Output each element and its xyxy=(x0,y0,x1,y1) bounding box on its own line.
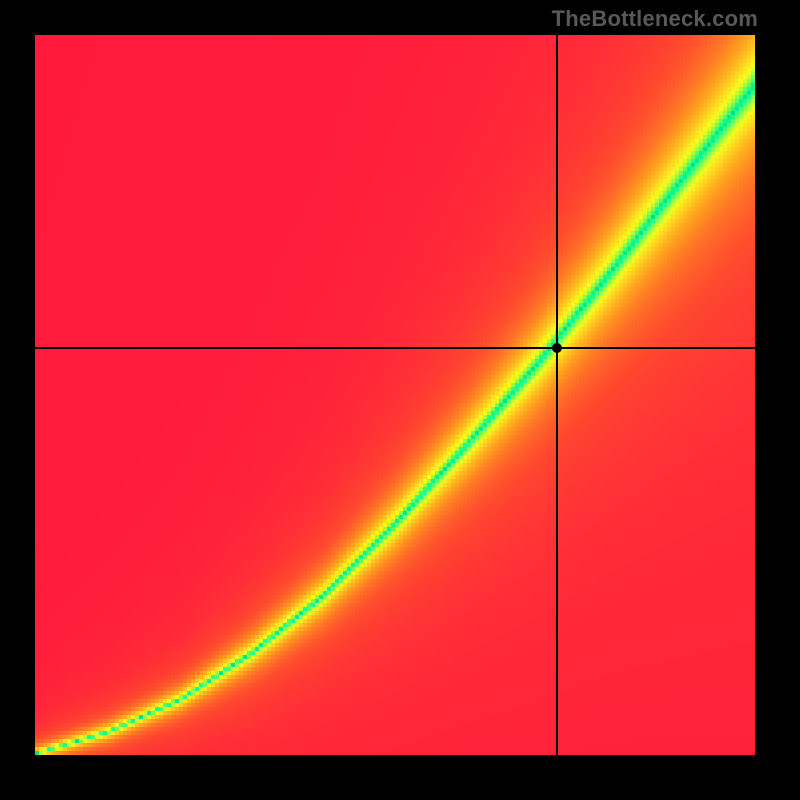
crosshair-marker xyxy=(552,343,562,353)
crosshair-vertical xyxy=(556,35,558,755)
crosshair-horizontal xyxy=(35,347,755,349)
watermark-text: TheBottleneck.com xyxy=(552,6,758,32)
bottleneck-heatmap xyxy=(35,35,755,755)
heatmap-canvas xyxy=(35,35,755,755)
